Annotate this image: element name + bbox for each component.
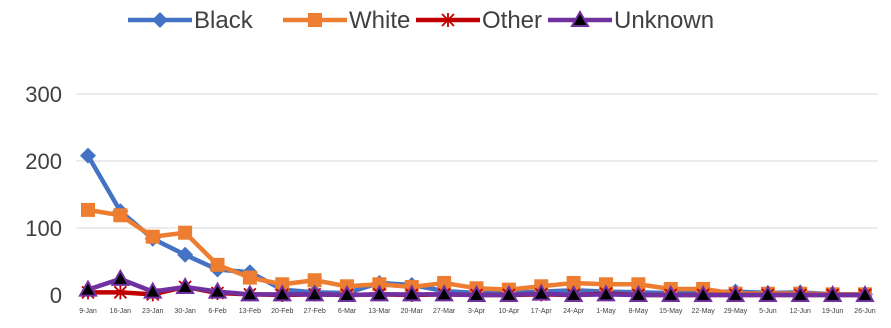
data-point (661, 284, 681, 302)
y-tick-label: 0 (50, 283, 62, 308)
x-tick-label: 19-Jun (822, 308, 844, 315)
data-point (307, 273, 322, 288)
legend-item-other: Other (416, 7, 542, 34)
data-point (304, 284, 325, 302)
data-point (178, 225, 193, 240)
x-axis: 9-Jan 16-Jan 23-Jan 30-Jan 6-Feb 13-Feb 20-Feb… (79, 308, 876, 315)
data-point (599, 277, 613, 292)
data-point (437, 275, 452, 290)
data-point (177, 246, 194, 263)
x-tick-label: 6-Feb (208, 308, 226, 315)
data-point (596, 284, 616, 302)
x-tick-label: 27-Feb (304, 308, 326, 315)
data-point (434, 284, 454, 302)
data-point (372, 277, 387, 292)
data-point (145, 229, 160, 244)
x-tick-label: 30-Jan (174, 308, 196, 315)
data-point (143, 281, 163, 299)
data-point (628, 284, 649, 302)
x-tick-label: 20-Mar (401, 308, 424, 315)
data-point (402, 284, 422, 302)
data-point (81, 202, 95, 217)
data-point (725, 284, 746, 302)
data-point (175, 276, 195, 294)
data-point (275, 277, 290, 292)
data-point (78, 279, 98, 297)
plot-area (78, 147, 875, 303)
x-tick-label: 3-Apr (468, 308, 486, 315)
x-tick-label: 8-May (629, 308, 649, 315)
legend-marker (441, 13, 455, 27)
x-tick-label: 12-Jun (790, 308, 812, 315)
data-point (80, 147, 96, 164)
legend-label: Black (194, 7, 254, 34)
y-tick-label: 100 (25, 216, 62, 241)
legend-label: Unknown (614, 7, 714, 34)
series-black (80, 147, 873, 303)
legend-item-unknown: Unknown (548, 7, 714, 34)
data-point (113, 208, 128, 223)
x-tick-label: 13-Mar (368, 308, 391, 315)
data-point (466, 284, 487, 302)
legend: Black White Other Unknown (128, 7, 714, 34)
series-line (86, 154, 865, 297)
gridlines (76, 93, 878, 229)
legend-marker (152, 12, 168, 28)
legend-item-white: White (283, 7, 410, 34)
data-point (240, 284, 260, 302)
x-tick-label: 26-Jun (854, 308, 876, 315)
data-point (631, 277, 646, 292)
data-point (566, 275, 581, 290)
data-point (499, 284, 519, 302)
legend-label: Other (482, 7, 542, 34)
x-tick-label: 16-Jan (110, 308, 132, 315)
x-tick-label: 15-May (659, 308, 683, 315)
data-point (207, 281, 228, 299)
x-tick-label: 23-Jan (142, 308, 164, 315)
y-tick-label: 300 (25, 82, 62, 107)
x-tick-label: 5-Jun (759, 308, 777, 315)
data-point (531, 283, 551, 301)
data-point (337, 284, 357, 302)
y-tick-label: 200 (25, 149, 62, 174)
x-tick-label: 24-Apr (563, 308, 585, 315)
data-point (790, 284, 810, 302)
x-tick-label: 10-Apr (498, 308, 520, 315)
x-tick-label: 13-Feb (239, 308, 261, 315)
x-tick-label: 29-May (724, 308, 748, 315)
data-point (563, 284, 584, 302)
data-point (369, 284, 390, 302)
data-point (242, 270, 257, 285)
data-point (758, 284, 778, 302)
x-tick-label: 17-Apr (531, 308, 553, 315)
data-point (110, 268, 131, 286)
x-tick-label: 9-Jan (79, 308, 97, 315)
data-point (113, 285, 128, 300)
x-tick-label: 22-May (691, 308, 715, 315)
y-axis: 0 100 200 300 (25, 82, 62, 308)
data-point (855, 284, 875, 302)
data-point (822, 284, 843, 302)
series-unknown (78, 268, 875, 302)
x-tick-label: 27-Mar (433, 308, 456, 315)
x-tick-label: 20-Feb (271, 308, 293, 315)
x-tick-label: 1-May (596, 308, 616, 315)
data-point (693, 284, 713, 302)
legend-item-black: Black (128, 7, 254, 34)
x-tick-label: 6-Mar (338, 308, 357, 315)
legend-marker (570, 9, 590, 27)
data-point (272, 284, 292, 302)
legend-label: White (349, 7, 410, 34)
data-point (210, 257, 225, 272)
legend-marker (308, 13, 322, 27)
